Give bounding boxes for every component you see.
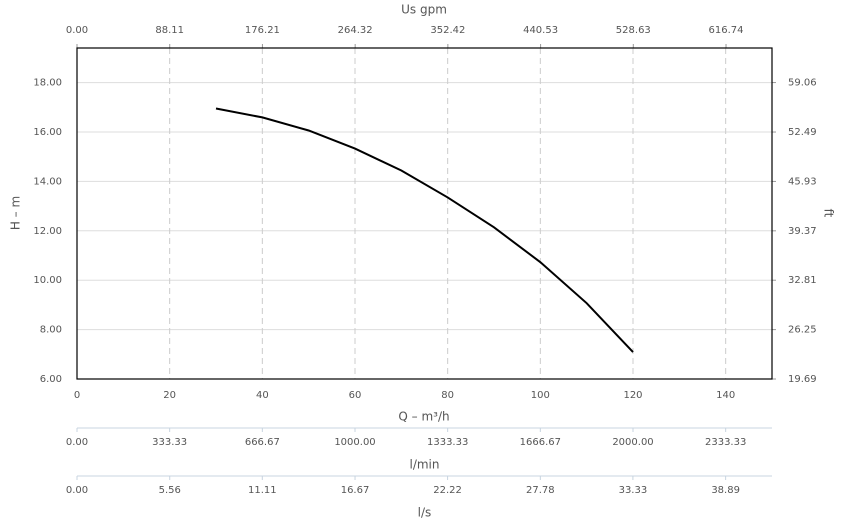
extra-tick-label: 16.67	[341, 485, 370, 496]
y-axis-label: H – m	[9, 196, 23, 230]
top-axis-label: Us gpm	[401, 3, 447, 17]
extra-tick-label: 2000.00	[612, 437, 653, 448]
y-tick-label: 14.00	[33, 176, 62, 187]
extra-tick-label: 1666.67	[520, 437, 561, 448]
top-tick-label: 88.11	[155, 25, 184, 36]
extra-tick-label: 22.22	[433, 485, 462, 496]
plot-border	[76, 47, 773, 380]
y-tick-label: 12.00	[33, 226, 62, 237]
y-tick-label: 6.00	[40, 374, 62, 385]
x-tick-label: 20	[163, 390, 176, 401]
extra-tick-label: 5.56	[159, 485, 181, 496]
y-tick-label: 16.00	[33, 127, 62, 138]
y2-tick-label: 52.49	[788, 127, 817, 138]
extra-tick-label: 38.89	[711, 485, 740, 496]
top-tick-label: 176.21	[245, 25, 280, 36]
x-axis-label: Q – m³/h	[398, 410, 449, 424]
y-tick-label: 10.00	[33, 275, 62, 286]
x-tick-label: 60	[349, 390, 362, 401]
y2-tick-label: 45.93	[788, 176, 817, 187]
y-tick-label: 18.00	[33, 78, 62, 89]
y2-tick-label: 32.81	[788, 275, 817, 286]
extra-tick-label: 11.11	[248, 485, 277, 496]
x-tick-label: 40	[256, 390, 269, 401]
y2-tick-label: 39.37	[788, 226, 817, 237]
extra-tick-label: 333.33	[152, 437, 187, 448]
top-tick-label: 352.42	[430, 25, 465, 36]
extra-tick-label: 1333.33	[427, 437, 468, 448]
top-tick-label: 528.63	[616, 25, 651, 36]
y2-tick-label: 59.06	[788, 78, 817, 89]
y2-tick-label: 26.25	[788, 325, 817, 336]
top-tick-label: 616.74	[709, 25, 744, 36]
extra-tick-label: 2333.33	[705, 437, 746, 448]
extra-tick-label: 0.00	[66, 437, 88, 448]
x-tick-label: 0	[74, 390, 80, 401]
x-tick-label: 140	[716, 390, 735, 401]
extra-tick-label: 666.67	[245, 437, 280, 448]
y2-tick-label: 19.69	[788, 374, 817, 385]
top-tick-label: 0.00	[66, 25, 88, 36]
extra-tick-label: 1000.00	[334, 437, 375, 448]
extra-tick-label: 0.00	[66, 485, 88, 496]
extra-axis-label: l/min	[409, 458, 439, 472]
x-tick-label: 80	[441, 390, 454, 401]
x-tick-label: 120	[623, 390, 642, 401]
y-tick-label: 8.00	[40, 325, 62, 336]
extra-tick-label: 27.78	[526, 485, 555, 496]
curve	[215, 107, 634, 353]
extra-tick-label: 33.33	[619, 485, 648, 496]
y2-axis-label: ft	[822, 209, 836, 218]
x-tick-label: 100	[531, 390, 550, 401]
extra-axis-label: l/s	[418, 506, 432, 520]
top-tick-label: 264.32	[338, 25, 373, 36]
top-tick-label: 440.53	[523, 25, 558, 36]
